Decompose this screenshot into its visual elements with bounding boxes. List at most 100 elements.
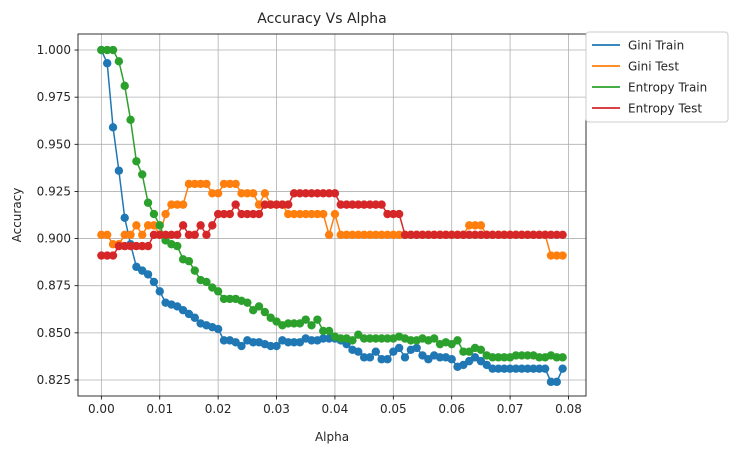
data-point-entropy-test [167,230,176,239]
data-point-gini-train [289,338,299,347]
data-point-gini-test [213,189,223,198]
data-point-gini-test [260,189,270,198]
data-point-entropy-test [552,230,561,239]
data-point-entropy-test [494,230,503,239]
data-point-entropy-test [435,230,445,239]
data-point-entropy-train [132,157,141,166]
data-point-entropy-test [377,200,386,209]
data-point-gini-train [447,355,456,364]
data-point-gini-train [190,313,199,322]
data-point-gini-train [319,334,328,343]
data-point-entropy-train [155,221,164,230]
data-point-entropy-test [126,241,135,251]
data-point-gini-train [529,364,538,373]
data-point-entropy-test [173,230,182,239]
data-point-entropy-test [313,189,322,198]
data-point-gini-test [342,230,351,239]
data-point-entropy-test [237,209,246,219]
series-entropy-train [97,45,567,362]
data-point-entropy-test [459,230,468,239]
y-tick-label: 0.825 [37,373,71,387]
data-point-entropy-test [488,230,497,239]
data-point-gini-train [149,277,159,287]
data-point-entropy-train [558,353,567,362]
data-point-entropy-test [324,189,334,198]
data-point-gini-test [371,230,380,239]
data-point-gini-test [167,200,176,209]
data-point-gini-test [365,230,375,239]
data-point-gini-test [324,230,334,239]
data-point-gini-test [208,189,217,198]
data-point-entropy-train [476,345,486,355]
data-point-entropy-test [500,230,509,239]
data-point-gini-train [354,347,363,356]
data-point-entropy-test [540,230,550,239]
data-point-entropy-train [511,351,521,360]
data-point-gini-train [219,336,229,345]
data-point-entropy-train [523,351,532,360]
data-point-entropy-test [429,230,439,239]
data-point-gini-train [546,377,556,387]
data-point-gini-test [295,209,305,219]
y-tick-label: 0.875 [37,279,71,293]
data-point-entropy-train [494,353,503,362]
y-tick-label: 0.950 [37,137,71,151]
data-point-entropy-test [354,200,363,209]
y-axis-label: Accuracy [10,188,24,243]
data-point-entropy-test [295,189,305,198]
x-axis-label: Alpha [315,430,349,444]
data-point-gini-test [330,209,340,219]
y-tick-label: 0.975 [37,90,71,104]
data-point-entropy-test [97,251,106,260]
series-layer [97,45,567,387]
data-point-entropy-test [424,230,433,239]
data-point-entropy-test [266,200,275,209]
data-point-entropy-train [143,198,153,207]
data-point-gini-test [354,230,363,239]
data-point-entropy-test [196,221,205,230]
data-point-entropy-test [120,241,129,251]
data-point-gini-train [371,347,380,356]
data-point-gini-test [219,179,229,189]
data-point-gini-train [540,364,550,373]
data-point-entropy-train [120,81,129,91]
data-point-gini-test [184,179,194,189]
data-point-gini-test [196,179,205,189]
data-point-entropy-train [108,45,118,55]
data-point-entropy-train [336,334,345,343]
data-point-gini-test [173,200,182,209]
data-point-gini-train [435,353,445,362]
data-point-gini-train [377,355,386,364]
data-point-gini-test [231,179,240,189]
data-point-gini-test [202,179,211,189]
data-point-entropy-test [546,230,556,239]
data-point-entropy-test [482,230,491,239]
data-point-gini-test [476,221,486,230]
data-point-gini-train [523,364,532,373]
data-point-gini-train [517,364,526,373]
data-point-gini-train [307,336,316,345]
data-point-entropy-train [184,256,194,266]
data-point-entropy-test [149,230,159,239]
legend-box [585,31,729,123]
data-point-gini-test [284,209,293,219]
data-point-gini-train [359,353,369,362]
data-point-gini-train [155,287,164,296]
x-tick-label: 0.07 [497,402,524,416]
data-point-entropy-test [138,241,147,251]
data-point-entropy-train [307,321,316,330]
data-point-entropy-train [319,326,328,336]
data-point-gini-test [248,189,258,198]
data-point-entropy-train [243,298,252,307]
data-point-entropy-test [289,189,299,198]
data-point-entropy-train [219,294,229,304]
data-point-gini-train [511,364,521,373]
data-point-gini-train [552,377,561,387]
x-tick-label: 0.05 [380,402,407,416]
data-point-gini-train [488,364,497,373]
data-point-entropy-test [389,209,398,219]
data-point-gini-train [248,338,258,347]
data-point-entropy-test [371,200,380,209]
data-point-entropy-test [394,209,404,219]
data-point-entropy-train [301,315,310,324]
